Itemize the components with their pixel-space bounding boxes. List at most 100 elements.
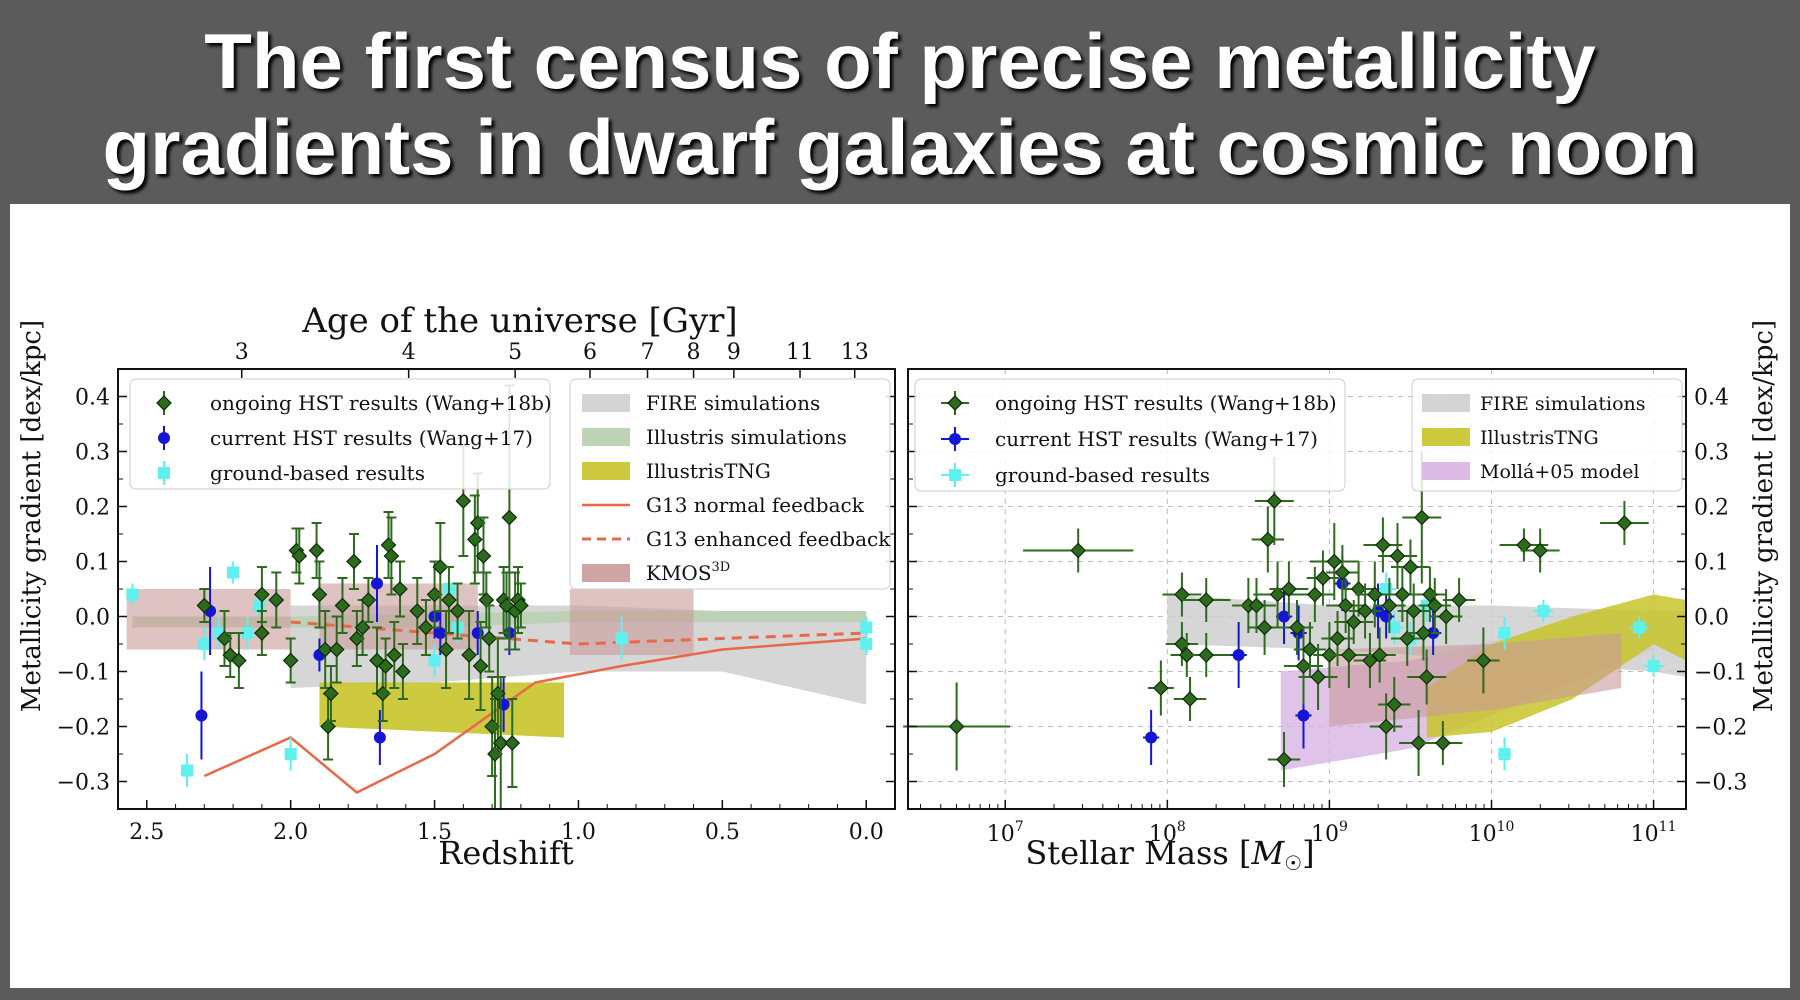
left-x-axis-label: Redshift <box>438 834 574 872</box>
left-ytick-label: 0.0 <box>75 606 110 631</box>
left-legend-swatch-kmos <box>582 564 630 582</box>
right-ongoing-point <box>1617 516 1631 530</box>
left-current-point <box>498 699 510 711</box>
left-ground-point <box>429 655 441 667</box>
right-xtick-label: 109 <box>1311 819 1348 847</box>
left-legend-label: current HST results (Wang+17) <box>210 426 533 450</box>
left-legend-swatch-illustris <box>582 428 630 446</box>
right-y-axis-label: Metallicity gradient [dex/kpc] <box>1749 320 1779 712</box>
right-ytick-label: 0.1 <box>1694 551 1729 576</box>
left-top-tick-label: 4 <box>402 340 416 365</box>
right-ongoing-point <box>1071 544 1085 558</box>
right-current-point <box>1297 710 1309 722</box>
left-xtick-label: 0.0 <box>849 820 884 845</box>
right-ground-point <box>1498 627 1510 639</box>
right-ongoing-point <box>1327 555 1341 569</box>
left-ground-point <box>860 622 872 634</box>
left-ground-point <box>860 638 872 650</box>
right-ytick-label: −0.2 <box>1694 716 1747 741</box>
left-top-tick-label: 5 <box>508 340 522 365</box>
right-ytick-label: 0.3 <box>1694 441 1729 466</box>
left-current-point <box>374 732 386 744</box>
right-ground-point <box>1537 605 1549 617</box>
left-ground-point <box>198 638 210 650</box>
chart-marks-layer: 0.4 0.3 0.2 0.1 0.0 −0.1 −0.2 −0.3 2.5 2.0 1.5 1.0 0… <box>57 340 1748 847</box>
left-legend-label: ongoing HST results (Wang+18b) <box>210 391 552 415</box>
title-line-2: gradients in dwarf galaxies at cosmic no… <box>0 104 1800 190</box>
left-xtick-label: 1.5 <box>417 820 452 845</box>
left-ongoing-point <box>468 533 482 547</box>
right-ongoing-point <box>1261 533 1275 547</box>
left-current-point <box>371 578 383 590</box>
right-ytick-label: −0.3 <box>1694 771 1747 796</box>
left-legend-label: G13 normal feedback <box>646 493 865 517</box>
left-legend-label: ground-based results <box>210 461 425 485</box>
left-legend-swatch-tng <box>582 462 630 480</box>
title-line-1: The first census of precise metallicity <box>0 18 1800 104</box>
figure-svg: Age of the universe [Gyr] Redshift Metal… <box>10 204 1790 988</box>
left-legend-label: FIRE simulations <box>646 391 820 415</box>
left-ytick-label: 0.1 <box>75 551 110 576</box>
left-ytick-label: −0.2 <box>57 716 110 741</box>
left-ground-point <box>253 600 265 612</box>
right-ground-point <box>1648 660 1660 672</box>
right-ongoing-point <box>1415 511 1429 525</box>
slide-title: The first census of precise metallicity … <box>0 0 1800 204</box>
right-legend-label: ongoing HST results (Wang+18b) <box>995 391 1337 415</box>
left-ongoing-point <box>456 494 470 508</box>
right-xtick-label: 107 <box>987 819 1024 847</box>
left-ongoing-point <box>505 736 519 750</box>
right-ongoing-point <box>950 720 964 734</box>
left-legend-swatch-fire <box>582 394 630 412</box>
left-ytick-label: −0.3 <box>57 771 110 796</box>
right-current-point <box>1145 732 1157 744</box>
right-ongoing-point <box>1376 538 1390 552</box>
left-current-point <box>472 627 484 639</box>
right-ytick-label: 0.2 <box>1694 496 1729 521</box>
left-top-tick-label: 7 <box>641 340 655 365</box>
right-ground-point <box>1633 622 1645 634</box>
right-ground-point <box>1498 748 1510 760</box>
left-xtick-label: 0.5 <box>705 820 740 845</box>
left-top-tick-label: 13 <box>841 340 869 365</box>
right-ytick-label: 0.0 <box>1694 606 1729 631</box>
left-ytick-label: 0.3 <box>75 441 110 466</box>
right-ytick-label: −0.1 <box>1694 661 1747 686</box>
right-ongoing-point <box>1390 549 1404 563</box>
left-legend-current-marker <box>158 432 170 444</box>
right-legend-swatch-tng <box>1422 428 1470 446</box>
left-ytick-label: 0.2 <box>75 496 110 521</box>
right-legend-label: Mollá+05 model <box>1480 461 1639 483</box>
right-legend-label: FIRE simulations <box>1480 393 1646 415</box>
left-ytick-label: −0.1 <box>57 661 110 686</box>
right-legend-label: IllustrisTNG <box>1480 427 1599 449</box>
right-legend-swatch-molla <box>1422 462 1470 480</box>
left-xtick-label: 2.0 <box>273 820 308 845</box>
right-legend-current-marker <box>949 433 961 445</box>
left-top-tick-label: 9 <box>727 340 741 365</box>
right-ongoing-point <box>1452 593 1466 607</box>
left-ground-point <box>285 748 297 760</box>
left-ground-point <box>616 633 628 645</box>
left-top-axis-label: Age of the universe [Gyr] <box>301 301 737 341</box>
right-legend-label: current HST results (Wang+17) <box>995 427 1318 451</box>
right-legend-label: ground-based results <box>995 463 1210 487</box>
left-tng-band <box>319 683 564 738</box>
left-current-point <box>195 710 207 722</box>
right-ongoing-point <box>1308 588 1322 602</box>
left-xtick-label: 1.0 <box>561 820 596 845</box>
left-top-tick-label: 8 <box>687 340 701 365</box>
right-ytick-label: 0.4 <box>1694 386 1729 411</box>
left-top-tick-label: 6 <box>583 340 597 365</box>
left-legend-label: G13 enhanced feedback <box>646 527 891 551</box>
left-ground-point <box>126 589 138 601</box>
left-legend-ground-marker <box>158 467 170 479</box>
right-ongoing-point <box>1395 588 1409 602</box>
right-ongoing-point <box>1154 681 1168 695</box>
left-top-tick-label: 3 <box>235 340 249 365</box>
left-ongoing-point <box>382 538 396 552</box>
left-ongoing-point <box>502 511 516 525</box>
right-legend-ground-marker <box>949 469 961 481</box>
right-current-point <box>1233 649 1245 661</box>
right-ongoing-point <box>1199 648 1213 662</box>
